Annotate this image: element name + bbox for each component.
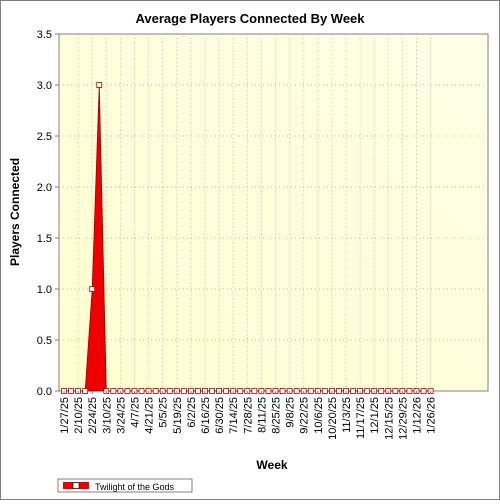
data-point: [392, 388, 399, 394]
x-tick-label: 1/12/26: [412, 397, 424, 434]
data-point: [138, 388, 145, 394]
y-axis: 0.0 0.5 1.0 1.5 2.0 2.5 3.0 3.5: [37, 29, 59, 398]
x-tick-label: 9/22/25: [299, 397, 311, 434]
data-point: [364, 388, 371, 394]
y-tick-label: 1.0: [37, 284, 52, 296]
x-tick-label: 6/16/25: [200, 397, 212, 434]
data-point: [406, 388, 413, 394]
x-tick-label: 8/11/25: [256, 397, 268, 433]
data-point: [307, 388, 314, 394]
data-point: [68, 388, 74, 394]
x-tick-label: 4/7/25: [130, 397, 142, 428]
x-tick-label: 11/3/25: [341, 397, 353, 433]
x-tick-label: 1/26/26: [426, 397, 438, 434]
x-tick-label: 5/5/25: [158, 397, 170, 428]
x-tick-label: 10/6/25: [313, 397, 325, 434]
x-tick-label: 10/20/25: [327, 397, 339, 440]
data-point: [152, 388, 159, 394]
x-tick-label: 6/2/25: [186, 397, 198, 428]
x-tick-label: 7/28/25: [242, 397, 254, 434]
data-point: [293, 388, 300, 394]
data-point: [321, 388, 328, 394]
legend-label: Twilight of the Gods: [95, 482, 175, 492]
data-point: [336, 388, 342, 394]
data-point: [89, 286, 96, 292]
chart-title: Average Players Connected By Week: [135, 11, 365, 26]
data-point: [237, 388, 244, 394]
data-point: [350, 388, 356, 394]
y-tick-label: 3.0: [37, 80, 52, 92]
x-tick-label: 2/24/25: [87, 397, 99, 434]
data-point: [124, 388, 131, 394]
data-point: [110, 388, 117, 394]
x-tick-label: 3/24/25: [115, 397, 127, 434]
data-point: [223, 388, 230, 394]
x-tick-label: 12/1/25: [369, 397, 381, 434]
legend-marker: [72, 482, 80, 489]
y-tick-label: 0.0: [37, 386, 52, 398]
x-tick-label: 2/10/25: [73, 397, 85, 434]
x-axis: 1/27/25 2/10/25 2/24/25 3/10/25 3/24/25 4/7/2…: [59, 391, 438, 440]
y-tick-label: 2.5: [37, 131, 52, 143]
x-tick-label: 8/25/25: [271, 397, 283, 434]
data-point: [180, 388, 187, 394]
x-tick-label: 1/27/25: [59, 397, 71, 434]
x-tick-label: 9/8/25: [285, 397, 297, 428]
legend-box: [57, 478, 193, 493]
x-tick-label: 4/21/25: [144, 397, 156, 434]
data-point: [378, 388, 385, 394]
data-point: [265, 388, 272, 394]
data-point: [279, 388, 286, 394]
x-tick-label: 7/14/25: [228, 397, 240, 434]
y-tick-label: 3.5: [37, 29, 52, 41]
x-axis-label: Week: [256, 458, 287, 472]
x-tick-label: 11/17/25: [355, 397, 367, 439]
x-tick-label: 3/10/25: [101, 397, 113, 434]
data-point: [209, 388, 215, 394]
data-point: [166, 388, 173, 394]
x-tick-label: 5/19/25: [172, 397, 184, 434]
x-tick-label: 12/15/25: [383, 397, 395, 440]
y-tick-label: 0.5: [37, 335, 52, 347]
y-tick-label: 2.0: [37, 182, 52, 194]
data-point: [96, 82, 103, 88]
data-point: [82, 388, 89, 394]
x-tick-label: 12/29/25: [397, 397, 409, 440]
legend: Twilight of the Gods: [57, 478, 193, 493]
x-tick-label: 6/30/25: [214, 397, 226, 434]
plot-area: [58, 33, 489, 392]
data-point: [251, 388, 258, 394]
y-axis-label: Players Connected: [8, 158, 22, 266]
y-tick-label: 1.5: [37, 233, 52, 245]
data-point: [195, 388, 201, 394]
data-point: [420, 388, 427, 394]
